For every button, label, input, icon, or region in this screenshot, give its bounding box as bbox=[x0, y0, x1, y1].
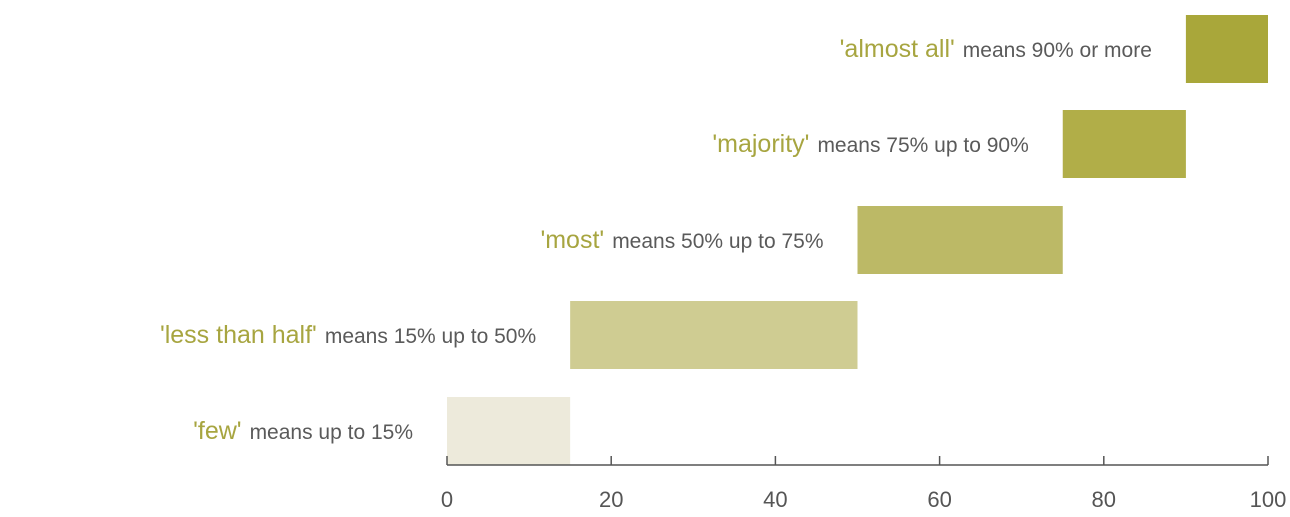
labels-group: 'few' means up to 15% 'less than half' mean… bbox=[160, 35, 1152, 445]
bar-term-1: 'less than half' bbox=[160, 321, 317, 349]
x-tick-label-4: 80 bbox=[1092, 487, 1116, 512]
bar-label-4: 'almost all' means 90% or more bbox=[840, 35, 1152, 63]
bar-label-1: 'less than half' means 15% up to 50% bbox=[160, 321, 536, 349]
x-tick-label-3: 60 bbox=[927, 487, 951, 512]
bar-description-4: means 90% or more bbox=[963, 39, 1152, 62]
bar-4 bbox=[1185, 15, 1268, 83]
bar-label-3: 'majority' means 75% up to 90% bbox=[712, 130, 1028, 158]
bar-1 bbox=[570, 301, 858, 369]
bar-term-2: 'most' bbox=[540, 226, 604, 254]
bar-term-3: 'majority' bbox=[712, 130, 809, 158]
x-axis: 0 20 40 60 80 100 bbox=[441, 456, 1286, 512]
bar-description-0: means up to 15% bbox=[250, 421, 413, 444]
bar-3 bbox=[1062, 110, 1186, 178]
bar-description-3: means 75% up to 90% bbox=[817, 134, 1028, 157]
bar-0 bbox=[447, 397, 571, 465]
bar-term-4: 'almost all' bbox=[840, 35, 955, 63]
bar-2 bbox=[857, 206, 1063, 274]
bars-group bbox=[447, 15, 1268, 465]
bar-term-0: 'few' bbox=[193, 417, 241, 445]
x-tick-label-1: 20 bbox=[599, 487, 623, 512]
x-tick-label-2: 40 bbox=[763, 487, 787, 512]
bar-description-2: means 50% up to 75% bbox=[612, 230, 823, 253]
bar-description-1: means 15% up to 50% bbox=[325, 325, 536, 348]
x-tick-label-0: 0 bbox=[441, 487, 453, 512]
bar-label-2: 'most' means 50% up to 75% bbox=[540, 226, 823, 254]
x-tick-label-5: 100 bbox=[1250, 487, 1287, 512]
bar-label-0: 'few' means up to 15% bbox=[193, 417, 413, 445]
